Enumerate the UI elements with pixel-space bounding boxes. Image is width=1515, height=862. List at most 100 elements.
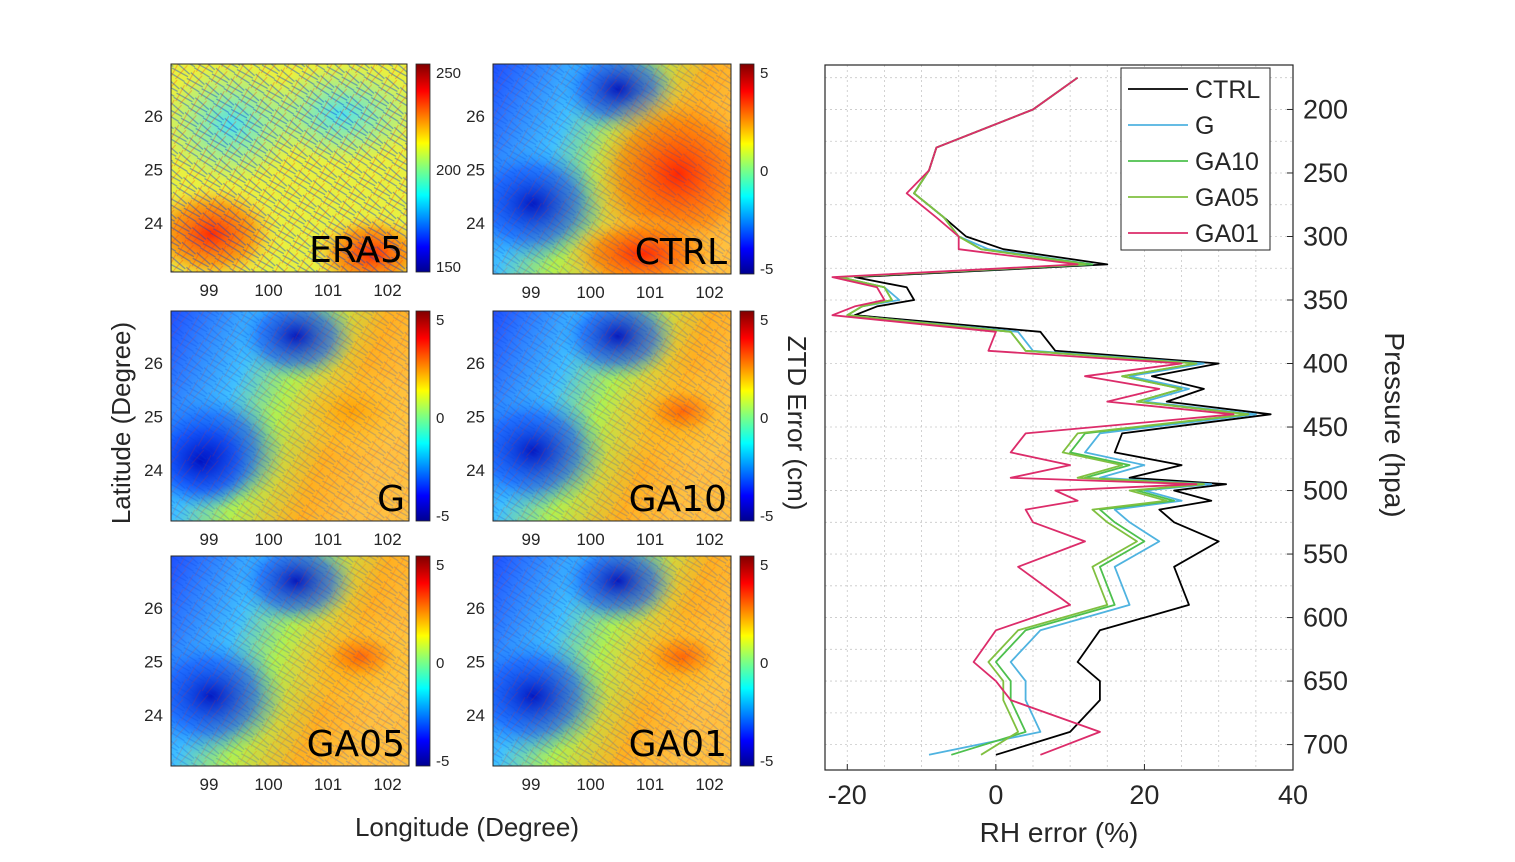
profile-lines xyxy=(831,76,1272,756)
x-tick-label: 40 xyxy=(1278,780,1308,810)
map-panel-g: G 99 100 101 102 26 25 24 5 0 -5 xyxy=(144,310,449,549)
lon-tick-label: 102 xyxy=(695,530,723,549)
panel-label: GA01 xyxy=(629,724,727,765)
lon-tick-label: 101 xyxy=(636,775,664,794)
colorbar xyxy=(415,310,431,522)
colorbar-tick-label: -5 xyxy=(436,753,449,770)
lon-tick-label: 102 xyxy=(373,281,401,300)
map-field xyxy=(493,311,731,521)
colorbar xyxy=(739,310,755,522)
colorbar-tick-label: 150 xyxy=(436,259,461,276)
colorbar-tick-label: 0 xyxy=(760,410,768,427)
lon-tick-label: 100 xyxy=(254,775,282,794)
lat-tick-label: 26 xyxy=(466,107,485,126)
y-tick-label: 350 xyxy=(1303,285,1348,315)
map-field xyxy=(171,311,409,521)
lat-tick-label: 25 xyxy=(144,161,163,180)
lat-tick-label: 24 xyxy=(466,461,485,480)
left-ylabel: Latitude (Degree) xyxy=(106,322,136,524)
lat-tick-label: 24 xyxy=(144,214,163,233)
colorbar-tick-label: 0 xyxy=(760,163,768,180)
lat-tick-label: 25 xyxy=(144,653,163,672)
colorbar-tick-label: 5 xyxy=(760,312,768,329)
x-tick-label: -20 xyxy=(828,780,867,810)
map-field xyxy=(171,64,407,272)
lat-tick-label: 24 xyxy=(144,461,163,480)
colorbar-tick-label: -5 xyxy=(760,508,773,525)
map-panel-era5: ERA5 99 100 101 102 26 25 24 250 200 150 xyxy=(144,63,461,300)
legend-entry-ctrl: CTRL xyxy=(1195,76,1260,104)
lon-tick-label: 100 xyxy=(254,281,282,300)
panel-label: ERA5 xyxy=(309,230,403,271)
y-tick-label: 700 xyxy=(1303,730,1348,760)
map-field xyxy=(171,556,409,766)
lat-tick-label: 26 xyxy=(466,354,485,373)
legend-box xyxy=(1120,67,1271,251)
lat-tick-label: 24 xyxy=(144,706,163,725)
lon-tick-label: 101 xyxy=(314,530,342,549)
y-tick-label: 200 xyxy=(1303,94,1348,124)
lat-tick-label: 26 xyxy=(144,599,163,618)
y-tick-label: 400 xyxy=(1303,349,1348,379)
profile-axes-box xyxy=(824,64,1294,771)
lon-tick-label: 101 xyxy=(314,775,342,794)
colorbar-tick-label: 5 xyxy=(760,65,768,82)
lat-tick-label: 25 xyxy=(144,408,163,427)
lon-tick-label: 99 xyxy=(200,530,219,549)
colorbar-tick-label: -5 xyxy=(436,508,449,525)
lon-tick-label: 101 xyxy=(636,283,664,302)
colorbar-tick-label: 5 xyxy=(436,557,444,574)
y-tick-label: 300 xyxy=(1303,221,1348,251)
lat-tick-label: 25 xyxy=(466,408,485,427)
lon-tick-label: 100 xyxy=(254,530,282,549)
lat-tick-label: 24 xyxy=(466,214,485,233)
lon-tick-label: 101 xyxy=(314,281,342,300)
lon-tick-label: 102 xyxy=(695,283,723,302)
series-line-ga01 xyxy=(831,76,1235,756)
series-line-ga05 xyxy=(839,76,1250,756)
profile-ylabel: Pressure (hpa) xyxy=(1379,332,1410,517)
colorbar xyxy=(739,555,755,767)
colorbar-tick-label: 5 xyxy=(436,312,444,329)
map-panel-ga01: GA01 99 100 101 102 26 25 24 5 0 -5 xyxy=(466,555,773,794)
map-panel-ga05: GA05 99 100 101 102 26 25 24 5 0 -5 xyxy=(144,555,449,794)
map-field xyxy=(493,64,731,274)
x-tick-label: 0 xyxy=(988,780,1003,810)
y-tick-label: 250 xyxy=(1303,158,1348,188)
map-panel-ctrl: CTRL 99 100 101 102 26 25 24 5 0 -5 xyxy=(466,63,773,302)
lon-tick-label: 99 xyxy=(522,775,541,794)
lat-tick-label: 25 xyxy=(466,161,485,180)
lon-tick-label: 99 xyxy=(200,775,219,794)
colorbar-tick-label: 250 xyxy=(436,65,461,82)
colorbar-tick-label: 0 xyxy=(436,655,444,672)
y-tick-label: 500 xyxy=(1303,476,1348,506)
lon-tick-label: 99 xyxy=(522,283,541,302)
legend-entry-g: G xyxy=(1195,112,1214,140)
rh-error-profile-chart: -20 0 20 40 200 250 300 350 400 450 500 550 600 650 70… xyxy=(824,64,1410,848)
panel-label: CTRL xyxy=(635,232,727,273)
lon-tick-label: 99 xyxy=(522,530,541,549)
lat-tick-label: 25 xyxy=(466,653,485,672)
colorbar-label: ZTD Error (cm) xyxy=(782,336,812,511)
lat-tick-label: 26 xyxy=(144,107,163,126)
colorbar xyxy=(739,63,755,275)
lon-tick-label: 102 xyxy=(373,775,401,794)
colorbar-tick-label: 200 xyxy=(436,162,461,179)
y-tick-label: 450 xyxy=(1303,412,1348,442)
panel-label: GA10 xyxy=(629,479,727,520)
lon-tick-label: 100 xyxy=(576,530,604,549)
lon-tick-label: 101 xyxy=(636,530,664,549)
lat-tick-label: 26 xyxy=(466,599,485,618)
colorbar-tick-label: -5 xyxy=(760,753,773,770)
lon-tick-label: 100 xyxy=(576,283,604,302)
colorbar-tick-label: 0 xyxy=(436,410,444,427)
y-tick-label: 550 xyxy=(1303,539,1348,569)
colorbar xyxy=(415,555,431,767)
y-tick-label: 600 xyxy=(1303,603,1348,633)
colorbar-tick-label: 0 xyxy=(760,655,768,672)
profile-ticks: -20 0 20 40 200 250 300 350 400 450 500 550 600 650 70… xyxy=(828,94,1348,810)
legend-entry-ga10: GA10 xyxy=(1195,148,1259,176)
lat-tick-label: 26 xyxy=(144,354,163,373)
lon-tick-label: 100 xyxy=(576,775,604,794)
